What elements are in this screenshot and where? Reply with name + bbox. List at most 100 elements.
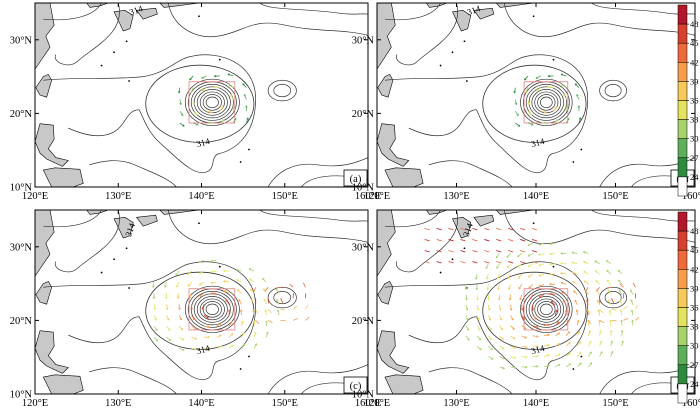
typhoon-ring-1	[523, 82, 569, 123]
korea	[426, 210, 447, 214]
luzon	[35, 331, 68, 374]
island-4	[553, 266, 555, 268]
wind-vector-170	[306, 317, 310, 320]
colorbar-tick-label: 45	[690, 38, 699, 48]
wind-vector-363	[460, 250, 465, 252]
map-frame	[377, 3, 695, 187]
wind-vector-354	[437, 262, 442, 264]
wind-vector-370	[484, 262, 489, 264]
taiwan	[36, 74, 52, 97]
typhoon-ring-outer	[483, 272, 586, 349]
contour-north	[504, 210, 695, 244]
contour-mid	[385, 56, 528, 80]
x-tick-label: 150°E	[272, 398, 298, 409]
y-tick-label: 30°N	[10, 242, 33, 253]
island-7	[128, 80, 130, 82]
island-4	[219, 59, 221, 61]
y-tick-label: 20°N	[352, 109, 375, 120]
x-tick-label: 140°E	[523, 398, 549, 409]
contour-label-314: 314	[195, 343, 211, 356]
colorbar-tick-label: 45	[690, 245, 699, 255]
x-tick-label: 150°E	[272, 191, 298, 202]
wind-vector-349	[633, 283, 635, 287]
wind-vector-377	[496, 228, 501, 230]
colorbar-swatch-white	[678, 384, 687, 403]
map-frame	[35, 3, 368, 187]
colorbar-swatch	[678, 43, 687, 62]
contour-label-314: 314	[530, 136, 546, 149]
secondary-low-ring-0	[600, 287, 627, 308]
colorbar-swatch	[678, 120, 687, 139]
wind-vector-380	[508, 239, 513, 241]
x-tick-label: 150°E	[602, 191, 628, 202]
colorbar-tick-label: 33	[690, 115, 699, 125]
wind-vector-350	[425, 262, 430, 264]
map-content	[23, 210, 368, 394]
contour-south	[429, 368, 512, 394]
island-0	[101, 272, 103, 274]
typhoon-ring-7	[206, 97, 218, 108]
y-tick-label: 30°N	[352, 242, 375, 253]
contour-314-north	[396, 3, 458, 65]
map-content	[366, 210, 695, 394]
y-tick-label: 10°N	[10, 183, 33, 194]
contour-314-outer	[139, 55, 256, 173]
wind-vector-280	[596, 280, 600, 284]
secondary-low-ring-0	[600, 80, 627, 101]
wind-vector-361	[449, 228, 454, 230]
secondary-low-ring-1	[274, 84, 291, 96]
wind-vector-351	[425, 250, 430, 252]
colorbar-swatch	[678, 231, 687, 250]
contour-mid	[43, 56, 193, 80]
wind-vector-385	[520, 228, 525, 230]
korea	[87, 3, 109, 7]
wind-vector-371	[484, 250, 489, 252]
map-content	[366, 3, 695, 187]
x-tick-label: 140°E	[188, 191, 214, 202]
colorbar-swatch	[678, 346, 687, 365]
wind-vector-340	[612, 298, 614, 302]
contour-north	[168, 3, 368, 37]
taiwan	[378, 281, 393, 304]
island-6	[572, 161, 574, 163]
island-3	[198, 15, 200, 17]
wind-vector-10	[528, 111, 532, 115]
colorbar-swatch	[678, 62, 687, 81]
colorbar-tick-label: 36	[690, 96, 699, 106]
typhoon-ring-4	[197, 296, 227, 322]
colorbar-tick-label: 24	[690, 379, 699, 389]
wind-vector-362	[460, 262, 465, 264]
island-5	[580, 356, 582, 358]
island-5	[580, 149, 582, 151]
taiwan	[36, 281, 52, 304]
wind-vector-163	[281, 309, 286, 310]
contour-north-east	[260, 3, 368, 14]
x-tick-label: 130°E	[105, 398, 131, 409]
island-7	[466, 80, 468, 82]
island-7	[128, 287, 130, 289]
wind-vector-347	[635, 305, 637, 309]
colorbar-tick-label: 48	[690, 226, 699, 236]
visayas	[385, 168, 423, 187]
wind-vector-383	[520, 250, 525, 252]
map-frame	[35, 210, 368, 394]
y-tick-label: 20°N	[10, 109, 33, 120]
korea	[87, 210, 109, 214]
wind-vector-157	[254, 287, 256, 292]
wind-vector-90	[229, 333, 233, 337]
colorbar-swatch	[678, 327, 687, 346]
typhoon-ring-4	[532, 89, 561, 115]
wind-vector-161	[265, 287, 268, 291]
contour-south	[89, 161, 176, 187]
x-tick-label: 140°E	[523, 191, 549, 202]
wind-vector-169	[289, 284, 293, 287]
contour-south-west	[68, 317, 139, 343]
y-tick-label: 30°N	[352, 35, 375, 46]
island-3	[198, 222, 200, 224]
wind-vector-384	[520, 239, 525, 241]
wind-vector-373	[484, 228, 489, 230]
island-1	[452, 51, 454, 53]
colorbar-swatch	[678, 269, 687, 288]
colorbar-swatch	[678, 5, 687, 24]
